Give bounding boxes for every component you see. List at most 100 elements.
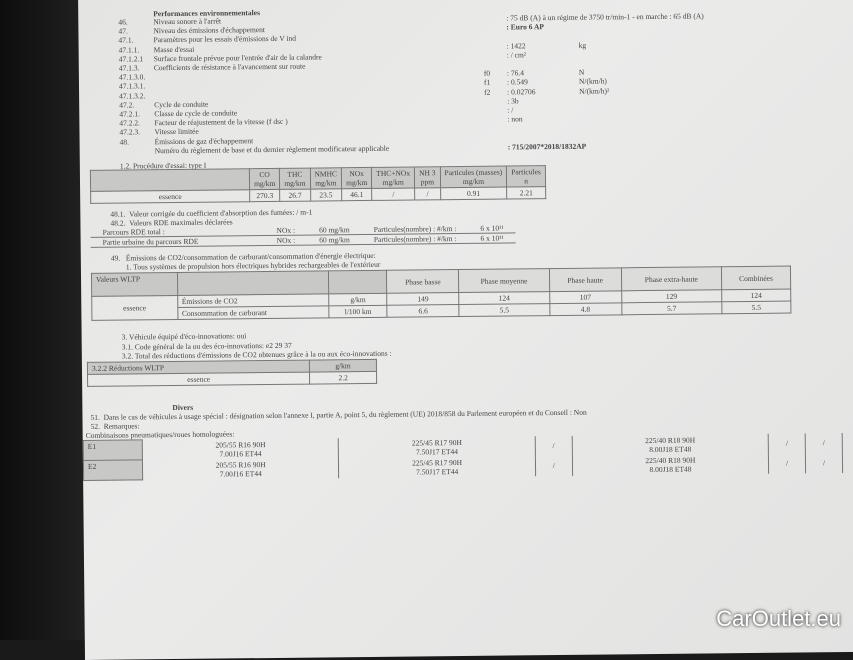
line-51: 51. Dans le cas de véhicules à usage spé… [90,408,586,422]
rde-pn: Particules(nombre) : #/km : [362,233,469,244]
eco-unit: g/km [309,359,376,372]
row-number: 47.1.3.2. [119,91,145,100]
header-unit: mg/km [445,177,503,187]
row-number: 47.1.3.1. [119,82,145,91]
line-number: 51. [90,413,99,422]
row-label: Numéro du règlement de base et du dernie… [155,144,390,155]
value-cell: 5.5 [722,301,791,314]
tyre-cell: / [769,453,806,473]
row-value: : 3b [507,96,519,105]
row-unit: l/100 km [329,305,387,318]
header-name: CO [254,170,275,179]
blank-header [177,271,329,296]
column-header: Phase extra-haute [621,267,722,291]
row-number: 47.1.3.0. [119,72,145,81]
row-unit: N/(km/h) [579,77,607,86]
value-cell: / [372,188,415,200]
axle-label: E2 [83,460,142,481]
header-unit: n [511,176,541,185]
header-unit: mg/km [254,179,275,188]
row-unit: N [579,68,585,77]
line-text: Remarques: [104,421,140,430]
row-value: : / cm² [507,50,526,59]
divers-title: Divers [172,403,193,412]
header-name: NH 3 [419,168,436,177]
row-unit: kg [579,40,587,49]
row-value: : Euro 6 AP [506,22,544,31]
row-number: 47.2. [119,100,134,109]
value-cell: 2.21 [507,187,546,199]
value-cell: 5.7 [621,302,721,315]
row-value: : non [507,115,522,124]
line-number: 48.1. [110,210,125,219]
row-number: 47.1.2.1 [119,54,143,63]
tyre-cell: / [535,455,572,475]
row-unit: g/km [329,293,387,306]
row-coefficient: f0 [484,69,490,78]
header-unit: ppm [419,177,436,186]
value-cell: 5.5 [459,304,549,317]
row-value: : 0.02706 [507,87,535,96]
row-value: : 1422 [507,41,526,50]
tyre-spec: 7.50J17 ET44 [343,466,530,477]
value-cell: 6.6 [387,305,459,318]
line-number: 49. [111,254,120,263]
tyre-cell: / [805,433,842,453]
tyre-cell: / [805,453,842,473]
value-cell: / [415,188,441,200]
rde-pn_val: 6 x 10¹¹ [468,233,515,243]
row-value: : 75 dB (A) à un régime de 3750 tr/min-1… [506,11,704,22]
row-label: Cycle de conduite [154,99,208,109]
row-label: Facteur de réajustement de la vitesse (f… [154,117,287,127]
row-label: Masse d'essai [154,44,195,53]
row-value: : 0.549 [507,78,528,87]
corner-cell [90,169,249,192]
line-number: 52. [91,422,100,431]
axle-label: E1 [83,440,142,461]
tyre-spec: 8.00J18 ET48 [577,463,764,474]
document-page: Performances environnementales 46.Niveau… [78,0,853,660]
header-name: NOx [346,169,367,178]
value-cell: 270.3 [250,189,280,201]
line-number: 48.2. [110,219,125,228]
header-unit: mg/km [346,178,367,187]
rde-pn_val: 6 x 10¹¹ [468,223,515,233]
row-label: Vitesse limitée [154,127,198,136]
eco-fuel: essence [88,372,310,386]
row-number: 46. [118,17,127,26]
value-cell: 124 [459,292,549,305]
row-number: 47.2.3. [119,128,140,137]
value-cell: 124 [722,289,791,302]
row-coefficient: f1 [484,78,490,87]
row-number: 47.2.2. [119,119,140,128]
header-name: NMHC [314,169,337,178]
row-number: 48. [120,137,129,146]
header-unit: mg/km [376,178,410,187]
rde-nox: NOx : [265,235,308,245]
row-number: 47.1.3. [119,63,140,72]
rde-pn: Particules(nombre) : #/km : [362,224,469,235]
value-cell: 4.8 [549,303,621,316]
rde-nox: NOx : [264,226,307,236]
value-cell: 129 [621,290,721,303]
header-unit: mg/km [315,178,338,187]
row-number: 47.2.1. [119,109,140,118]
row-value: : 76.4 [507,69,524,78]
